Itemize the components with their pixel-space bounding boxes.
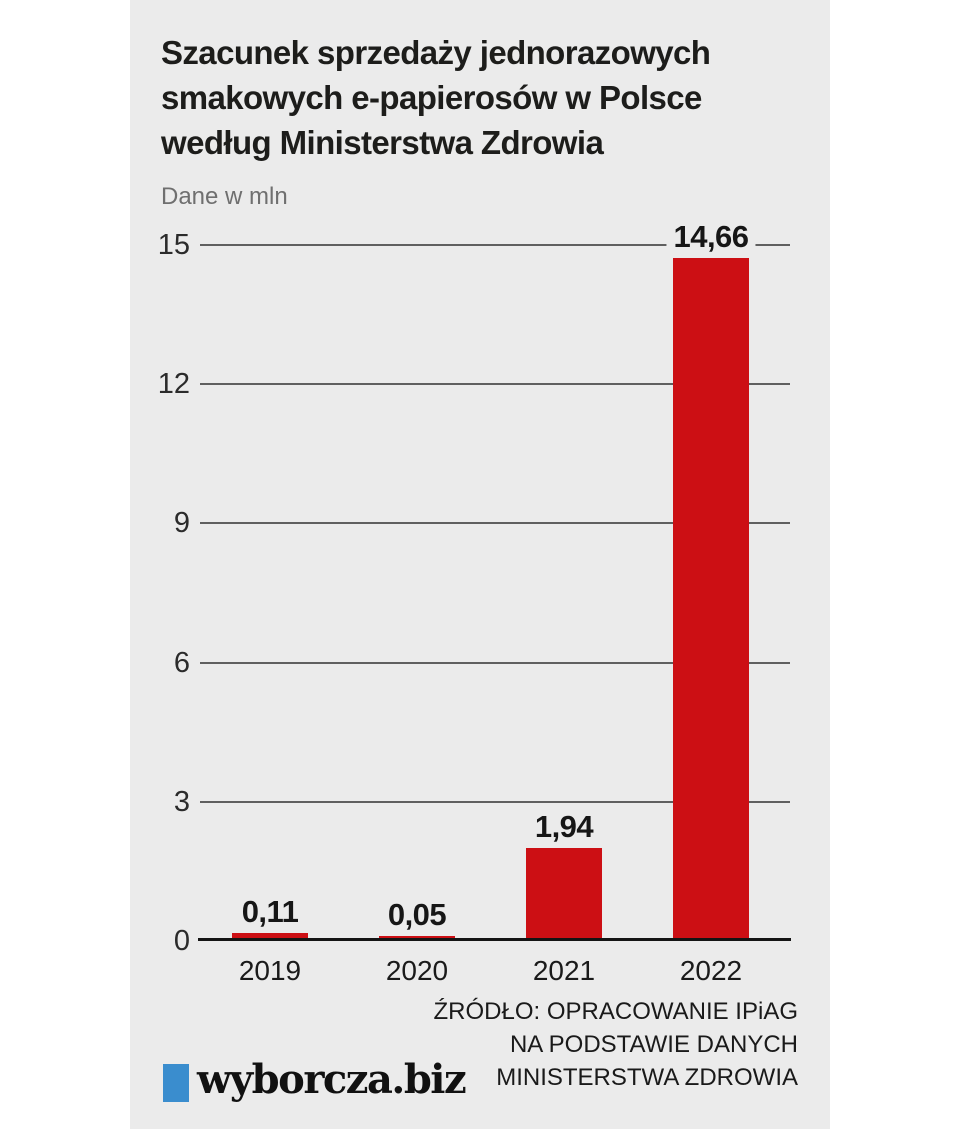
x-tick-2020: 2020: [385, 955, 449, 986]
y-tick-0: 0: [173, 925, 190, 957]
chart-subtitle: Dane w mln: [161, 183, 288, 210]
y-tick-12: 12: [157, 368, 190, 400]
bar-2022: [673, 258, 749, 938]
x-axis-baseline: [198, 938, 791, 941]
x-tick-2021: 2021: [532, 955, 596, 986]
logo-text: wyborcza.biz: [197, 1056, 467, 1103]
gridline-3: [200, 801, 790, 803]
y-tick-9: 9: [173, 507, 190, 539]
logo-square-icon: [163, 1064, 189, 1102]
value-label-2022: 14,66: [666, 219, 756, 255]
y-tick-3: 3: [173, 786, 190, 818]
gridline-12: [200, 383, 790, 385]
value-label-2019: 0,11: [234, 894, 306, 930]
x-tick-2019: 2019: [238, 955, 302, 986]
source-note: ŹRÓDŁO: OPRACOWANIE IPiAG NA PODSTAWIE D…: [433, 998, 799, 1091]
y-tick-6: 6: [173, 647, 190, 679]
value-label-2020: 0,05: [380, 897, 454, 933]
bar-2020: [379, 936, 455, 938]
y-tick-15: 15: [157, 229, 190, 261]
bar-2021: [526, 848, 602, 938]
gridline-9: [200, 522, 790, 524]
bar-2019: [232, 933, 308, 938]
value-label-2021: 1,94: [527, 809, 601, 845]
chart-title: Szacunek sprzedaży jednorazowych smakowy…: [161, 34, 711, 161]
gridline-15: [200, 244, 790, 246]
x-tick-2022: 2022: [679, 955, 743, 986]
gridline-6: [200, 662, 790, 664]
